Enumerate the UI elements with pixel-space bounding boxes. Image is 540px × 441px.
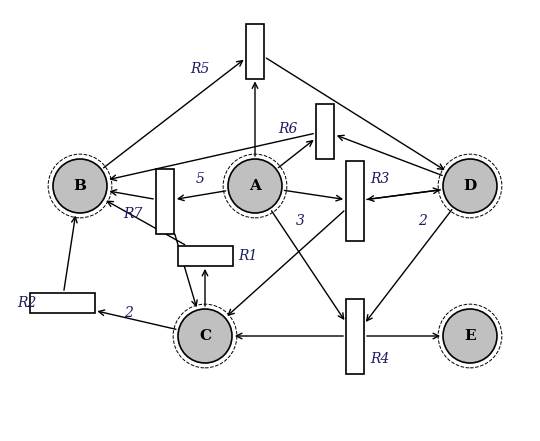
Bar [246, 23, 264, 78]
Circle shape [53, 159, 107, 213]
Bar [178, 246, 233, 266]
Text: R5: R5 [190, 62, 210, 76]
Text: C: C [199, 329, 211, 343]
Text: R6: R6 [278, 122, 298, 136]
Text: 2: 2 [417, 214, 427, 228]
Bar [346, 299, 364, 374]
Text: E: E [464, 329, 476, 343]
Text: 3: 3 [295, 214, 305, 228]
Bar [30, 293, 94, 313]
Bar [346, 161, 364, 241]
Text: R2: R2 [17, 296, 37, 310]
Text: D: D [463, 179, 477, 193]
Text: R3: R3 [370, 172, 390, 186]
Circle shape [443, 159, 497, 213]
Text: R7: R7 [123, 207, 143, 221]
Text: 5: 5 [195, 172, 205, 186]
Bar [156, 168, 174, 233]
Bar [316, 104, 334, 158]
Text: R4: R4 [370, 352, 390, 366]
Circle shape [228, 159, 282, 213]
Circle shape [178, 309, 232, 363]
Text: R1: R1 [238, 249, 258, 263]
Text: 2: 2 [124, 306, 132, 320]
Circle shape [443, 309, 497, 363]
Text: B: B [73, 179, 86, 193]
Text: A: A [249, 179, 261, 193]
